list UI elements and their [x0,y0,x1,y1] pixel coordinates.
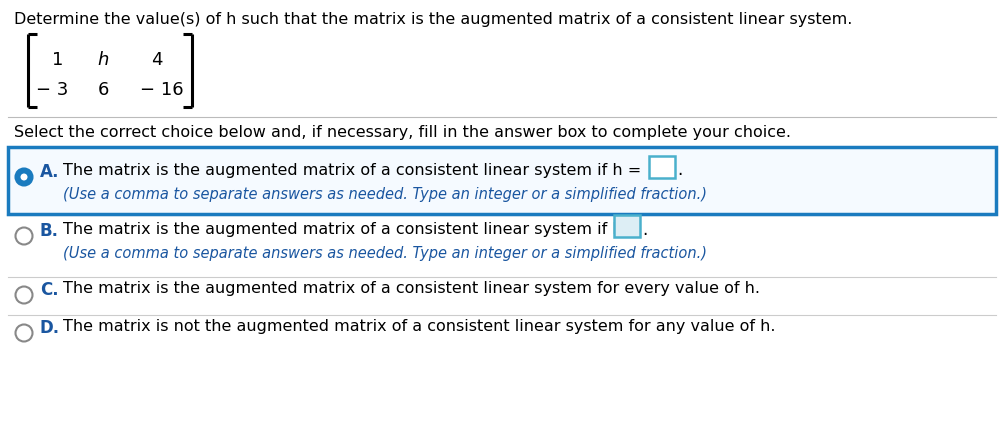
Text: .: . [676,161,682,178]
Text: The matrix is not the augmented matrix of a consistent linear system for any val: The matrix is not the augmented matrix o… [63,318,774,333]
Text: 1: 1 [52,51,63,69]
Text: h: h [97,51,108,69]
Circle shape [20,174,27,181]
Text: 4: 4 [151,51,162,69]
Text: D.: D. [40,318,60,336]
Text: Determine the value(s) of h such that the matrix is the augmented matrix of a co: Determine the value(s) of h such that th… [14,12,852,27]
Text: (Use a comma to separate answers as needed. Type an integer or a simplified frac: (Use a comma to separate answers as need… [63,187,706,201]
FancyBboxPatch shape [648,157,674,178]
Text: The matrix is the augmented matrix of a consistent linear system if h =: The matrix is the augmented matrix of a … [63,163,641,178]
Text: − 16: − 16 [140,81,184,99]
Text: C.: C. [40,280,58,298]
FancyBboxPatch shape [614,216,639,237]
Circle shape [15,228,32,245]
Text: − 3: − 3 [36,81,68,99]
Circle shape [15,287,32,304]
Text: A.: A. [40,163,59,181]
FancyBboxPatch shape [8,148,995,214]
Text: Select the correct choice below and, if necessary, fill in the answer box to com: Select the correct choice below and, if … [14,125,790,140]
Text: The matrix is the augmented matrix of a consistent linear system if h ≠: The matrix is the augmented matrix of a … [63,221,641,237]
Text: The matrix is the augmented matrix of a consistent linear system for every value: The matrix is the augmented matrix of a … [63,280,759,295]
Circle shape [15,169,32,186]
Text: (Use a comma to separate answers as needed. Type an integer or a simplified frac: (Use a comma to separate answers as need… [63,246,706,260]
Circle shape [15,325,32,342]
Text: .: . [641,220,647,238]
Text: 6: 6 [97,81,108,99]
Text: B.: B. [40,221,59,240]
